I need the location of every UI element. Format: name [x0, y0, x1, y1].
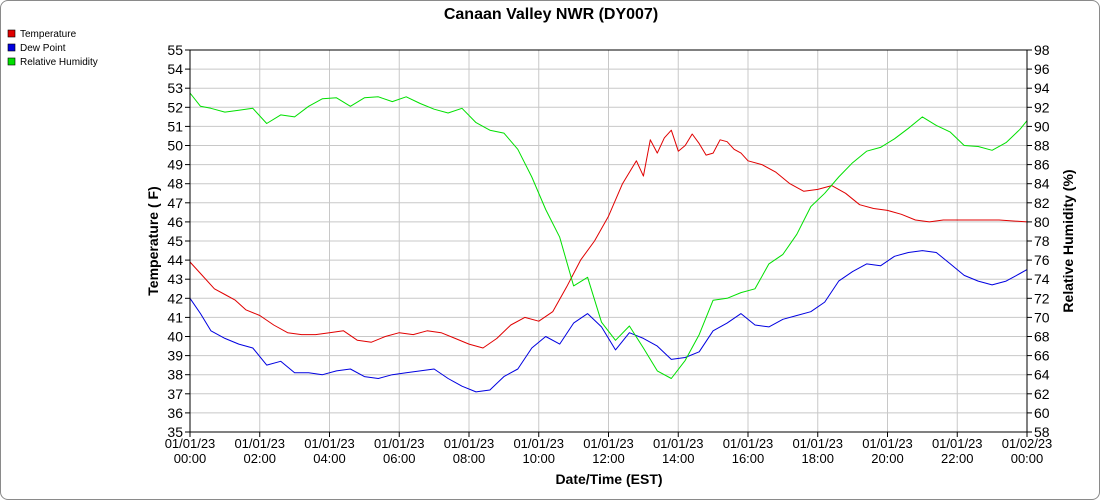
y-tick-label: 51: [167, 118, 183, 134]
x-tick-date: 01/01/23: [234, 436, 285, 451]
x-tick-date: 01/01/23: [862, 436, 913, 451]
y-tick-label: 37: [167, 386, 183, 402]
x-tick-time: 08:00: [453, 451, 486, 466]
y-right-tick-label: 68: [1034, 329, 1050, 345]
y-right-tick-label: 84: [1034, 176, 1050, 192]
y-right-tick-label: 60: [1034, 405, 1050, 421]
x-tick-time: 00:00: [1011, 451, 1044, 466]
x-tick-date: 01/02/23: [1002, 436, 1053, 451]
y-right-tick-label: 80: [1034, 214, 1050, 230]
x-tick-time: 18:00: [801, 451, 834, 466]
y-right-tick-label: 58: [1034, 424, 1050, 440]
y-right-tick-label: 98: [1034, 42, 1050, 58]
legend-swatch-temperature: [7, 29, 16, 38]
y-tick-label: 48: [167, 176, 183, 192]
legend-label-relative-humidity: Relative Humidity: [20, 57, 98, 68]
y-right-tick-label: 90: [1034, 118, 1050, 134]
y-tick-label: 54: [167, 61, 183, 77]
y-tick-label: 50: [167, 138, 183, 154]
y-tick-label: 38: [167, 367, 183, 383]
y-tick-label: 46: [167, 214, 183, 230]
y-tick-label: 36: [167, 405, 183, 421]
x-tick-date: 01/01/23: [723, 436, 774, 451]
y-tick-label: 45: [167, 233, 183, 249]
grid: [189, 49, 1028, 433]
x-tick-date: 01/01/23: [304, 436, 355, 451]
x-tick-time: 00:00: [174, 451, 207, 466]
y-right-tick-label: 70: [1034, 309, 1050, 325]
x-tick-date: 01/01/23: [165, 436, 216, 451]
y-right-tick-label: 64: [1034, 367, 1050, 383]
legend-label-temperature: Temperature: [20, 29, 77, 40]
x-tick-time: 16:00: [732, 451, 765, 466]
y-tick-label: 39: [167, 348, 183, 364]
y-right-tick-label: 96: [1034, 61, 1050, 77]
x-tick-date: 01/01/23: [374, 436, 425, 451]
y-tick-label: 49: [167, 157, 183, 173]
y-right-tick-label: 82: [1034, 195, 1050, 211]
y-tick-label: 35: [167, 424, 183, 440]
chart-title: Canaan Valley NWR (DY007): [444, 6, 658, 23]
y-tick-label: 43: [167, 271, 183, 287]
y-right-tick-label: 76: [1034, 252, 1050, 268]
x-tick-time: 02:00: [243, 451, 276, 466]
x-tick-date: 01/01/23: [444, 436, 495, 451]
x-tick-date: 01/01/23: [583, 436, 634, 451]
legend-swatch-relative-humidity: [7, 57, 16, 66]
x-tick-time: 12:00: [592, 451, 625, 466]
y-tick-label: 40: [167, 329, 183, 345]
y-tick-label: 47: [167, 195, 183, 211]
y-tick-label: 52: [167, 99, 183, 115]
x-tick-date: 01/01/23: [932, 436, 983, 451]
x-axis-ticks: 01/01/2300:0001/01/2302:0001/01/2304:000…: [165, 432, 1053, 466]
y-right-tick-label: 72: [1034, 290, 1050, 306]
y-axis-label-right: Relative Humidity (%): [1060, 169, 1076, 312]
y-right-tick-label: 94: [1034, 80, 1050, 96]
y-right-tick-label: 66: [1034, 348, 1050, 364]
y-right-tick-label: 62: [1034, 386, 1050, 402]
x-tick-date: 01/01/23: [653, 436, 704, 451]
x-tick-time: 22:00: [941, 451, 974, 466]
x-tick-time: 20:00: [871, 451, 904, 466]
series-lines: [189, 92, 1028, 393]
y-axis-right-ticks: 58 60 62 64 66 68 70 72 74 76 78 80 82 84 86 88 90 92 94 96…: [1027, 42, 1050, 440]
y-right-tick-label: 92: [1034, 99, 1050, 115]
legend-label-dew-point: Dew Point: [20, 43, 66, 54]
x-tick-date: 01/01/23: [792, 436, 843, 451]
series-line-relative-humidity: [189, 92, 1028, 379]
y-tick-label: 42: [167, 290, 183, 306]
x-tick-time: 14:00: [662, 451, 695, 466]
x-axis-label: Date/Time (EST): [555, 471, 662, 487]
y-axis-label-left: Temperature ( F): [145, 186, 161, 295]
x-tick-time: 06:00: [383, 451, 416, 466]
series-line-dew-point: [189, 250, 1028, 393]
x-tick-date: 01/01/23: [513, 436, 564, 451]
y-right-tick-label: 86: [1034, 157, 1050, 173]
legend-swatch-dew-point: [7, 43, 16, 52]
y-tick-label: 55: [167, 42, 183, 58]
x-tick-time: 10:00: [522, 451, 555, 466]
y-tick-label: 41: [167, 309, 183, 325]
y-right-tick-label: 88: [1034, 138, 1050, 154]
y-tick-label: 44: [167, 252, 183, 268]
x-tick-time: 04:00: [313, 451, 346, 466]
y-tick-label: 53: [167, 80, 183, 96]
legend: Temperature Dew Point Relative Humidity: [7, 29, 98, 68]
y-right-tick-label: 78: [1034, 233, 1050, 249]
y-right-tick-label: 74: [1034, 271, 1050, 287]
y-axis-left-ticks: 35 36 37 38 39 40 41 42 43 44 45 46 47 48 49 50 51 52 53 54…: [167, 42, 190, 440]
